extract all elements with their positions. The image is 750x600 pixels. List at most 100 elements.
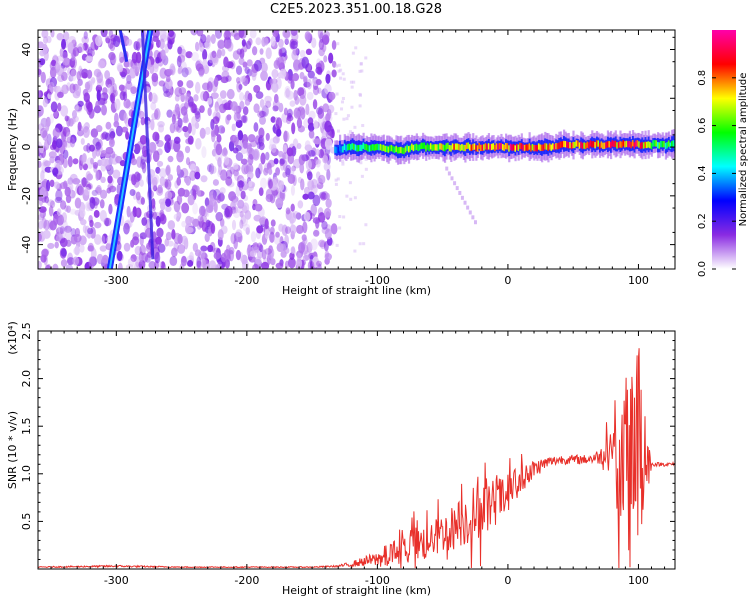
x-tick-label: -100 — [365, 574, 390, 587]
noise-cell — [177, 117, 183, 128]
band-cell-core — [650, 142, 653, 150]
noise-cell — [139, 135, 148, 145]
noise-cell — [320, 121, 326, 129]
y-tick-label: 1.0 — [20, 465, 33, 483]
noise-cell — [271, 143, 277, 153]
noise-cell — [165, 231, 172, 241]
band-cell-core — [465, 142, 469, 150]
noise-cell — [194, 249, 202, 257]
noise-cell — [270, 116, 276, 123]
noise-cell — [237, 199, 245, 209]
band-cell-core — [617, 141, 621, 149]
snr-series-line — [38, 348, 675, 569]
noise-cell — [312, 229, 320, 237]
band-cell-core — [393, 146, 397, 154]
noise-cell — [341, 160, 345, 164]
band-cell-core — [403, 147, 406, 155]
noise-cell — [108, 203, 113, 215]
noise-cell — [216, 195, 222, 204]
noise-cell — [347, 133, 351, 137]
noise-cell — [331, 40, 337, 50]
noise-cell — [312, 85, 320, 96]
noise-cell — [287, 173, 296, 184]
noise-cell — [181, 67, 189, 78]
noise-cell — [360, 69, 364, 73]
band-cell-core — [411, 143, 414, 150]
band-cell-core — [603, 142, 606, 149]
noise-cell — [126, 74, 132, 85]
noise-cell — [242, 106, 249, 116]
noise-cell — [38, 197, 44, 207]
y-tick-label: 20 — [20, 91, 33, 105]
noise-cell — [72, 256, 80, 266]
noise-cell — [153, 94, 159, 104]
noise-cell — [187, 96, 194, 107]
noise-cell — [226, 169, 233, 179]
noise-cell — [336, 42, 340, 46]
noise-cell — [315, 78, 322, 86]
noise-cell — [282, 30, 291, 39]
noise-cell — [282, 144, 288, 153]
y-tick-label: -20 — [20, 187, 33, 205]
band-cell-core — [605, 141, 608, 149]
noise-cell — [65, 230, 72, 242]
noise-cell — [260, 70, 268, 81]
band-cell-core — [663, 141, 666, 148]
noise-cell — [127, 257, 135, 267]
noise-cell — [76, 70, 81, 81]
noise-cell — [217, 157, 222, 168]
band-cell-core — [628, 140, 631, 148]
noise-cell — [247, 134, 256, 143]
band-cell-core — [349, 144, 353, 151]
noise-cell — [82, 126, 90, 138]
heatmap-cells — [38, 30, 675, 269]
band-cell-core — [550, 144, 553, 151]
noise-cell — [126, 38, 133, 46]
noise-cell — [100, 132, 106, 141]
streak-cell — [445, 166, 449, 171]
noise-cell — [41, 30, 49, 39]
band-cell-core — [563, 140, 566, 148]
noise-cell — [364, 56, 368, 60]
colorbar-tick-label: 0.4 — [697, 165, 708, 181]
noise-cell — [337, 63, 341, 67]
band-cell-core — [635, 140, 638, 147]
band-cell-core — [472, 143, 475, 151]
noise-cell — [287, 108, 293, 118]
noise-cell — [66, 257, 75, 266]
noise-cell — [191, 123, 196, 136]
noise-cell — [171, 113, 176, 125]
noise-cell — [325, 198, 332, 209]
noise-cell — [84, 81, 91, 91]
noise-cell — [323, 162, 331, 172]
band-cell-core — [558, 142, 561, 149]
noise-cell — [159, 176, 166, 186]
band-cell-core — [428, 144, 431, 152]
band-cell-core — [620, 141, 624, 148]
noise-cell — [55, 189, 63, 202]
noise-cell — [240, 158, 248, 165]
noise-cell — [39, 186, 47, 198]
band-cell-core — [536, 145, 539, 152]
noise-cell — [46, 35, 52, 44]
noise-cell — [48, 205, 54, 217]
noise-cell — [174, 103, 180, 115]
noise-cell — [171, 247, 178, 258]
band-cell-core — [407, 146, 411, 153]
noise-cell — [335, 243, 339, 247]
noise-cell — [294, 95, 300, 105]
band-cell-core — [570, 142, 574, 150]
noise-cell — [57, 102, 62, 112]
noise-cell — [235, 229, 243, 237]
noise-cell — [140, 117, 146, 126]
band-cell-core — [646, 141, 649, 149]
noise-cell — [123, 112, 128, 124]
noise-cell — [60, 105, 69, 117]
noise-cell — [107, 175, 113, 184]
noise-cell — [358, 104, 362, 108]
band-cell-core — [577, 140, 580, 147]
band-cell-core — [575, 140, 578, 147]
noise-cell — [85, 55, 93, 62]
noise-cell — [313, 158, 322, 165]
noise-cell — [95, 84, 103, 93]
